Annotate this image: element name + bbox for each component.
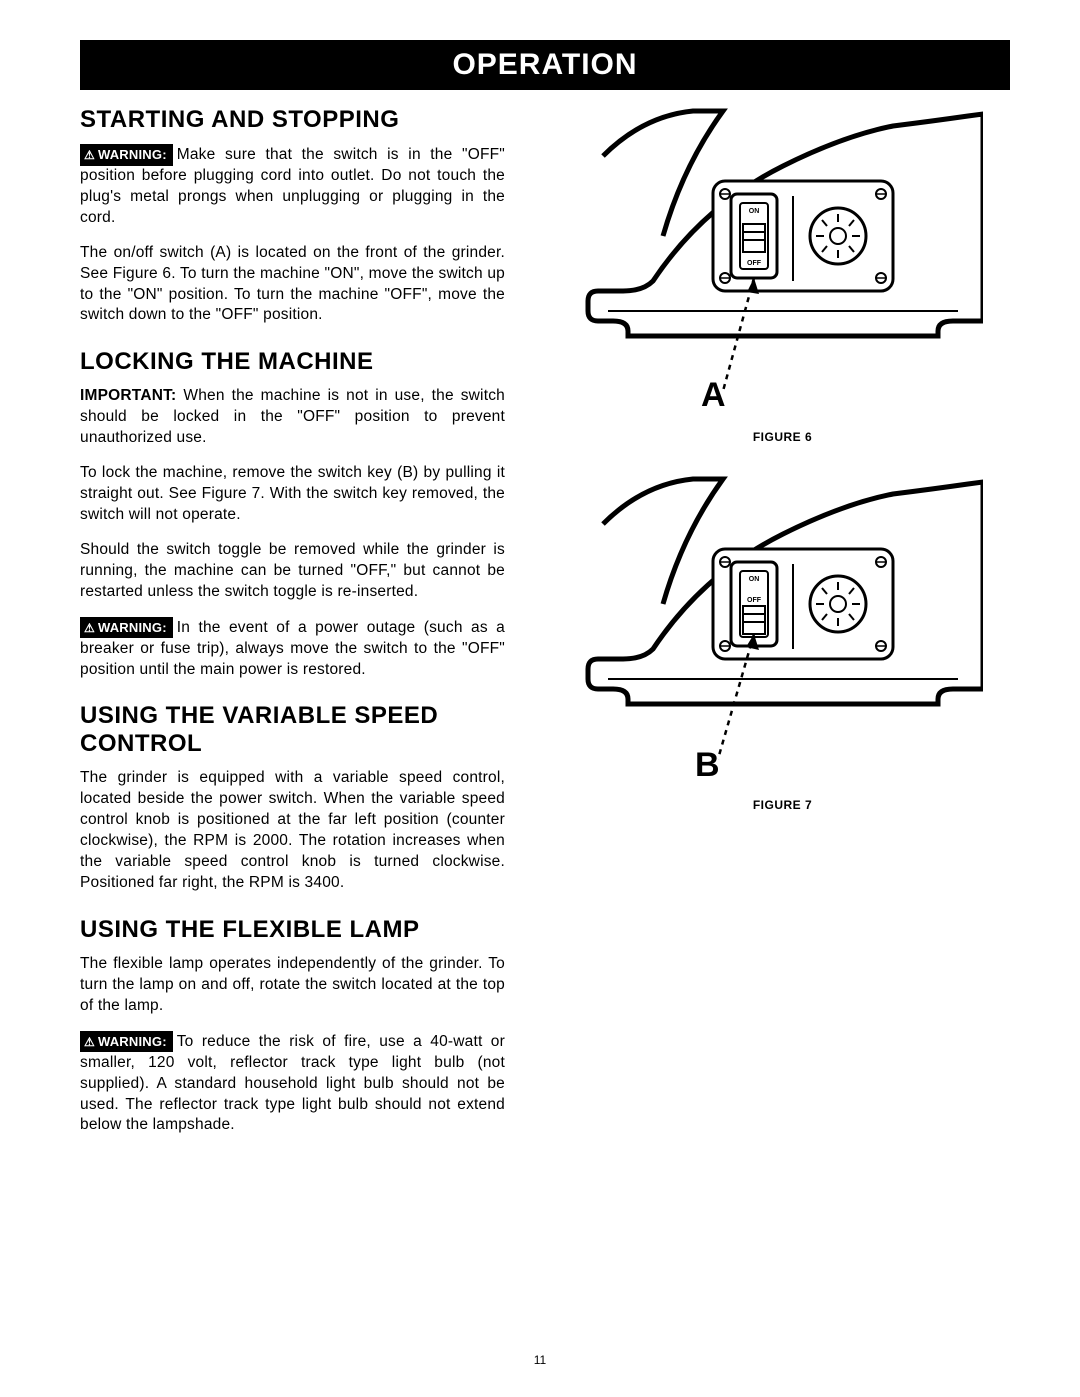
warning-icon: WARNING: [80, 1031, 173, 1053]
callout-b: B [695, 746, 720, 784]
svg-text:OFF: OFF [747, 597, 762, 604]
body-paragraph: The on/off switch (A) is located on the … [80, 243, 505, 327]
figure-column: ON OFF [555, 106, 1010, 1150]
warning-paragraph-2: WARNING:In the event of a power outage (… [80, 617, 505, 681]
important-paragraph: IMPORTANT: When the machine is not in us… [80, 386, 505, 449]
text-column: STARTING AND STOPPING WARNING:Make sure … [80, 106, 505, 1150]
warning-paragraph-1: WARNING:Make sure that the switch is in … [80, 144, 505, 229]
grinder-diagram-b: ON OFF [583, 474, 983, 794]
body-paragraph: Should the switch toggle be removed whil… [80, 540, 505, 603]
svg-text:OFF: OFF [747, 260, 762, 267]
section-title-speed: USING THE VARIABLE SPEED CONTROL [80, 702, 505, 758]
section-header: OPERATION [80, 40, 1010, 90]
figure-7-caption: FIGURE 7 [555, 798, 1010, 812]
page-number: 11 [534, 1353, 546, 1367]
figure-6: ON OFF [555, 106, 1010, 444]
section-title-lamp: USING THE FLEXIBLE LAMP [80, 916, 505, 944]
warning-paragraph-3: WARNING:To reduce the risk of fire, use … [80, 1031, 505, 1137]
section-title-starting: STARTING AND STOPPING [80, 106, 505, 134]
important-label: IMPORTANT: [80, 387, 176, 404]
warning-icon: WARNING: [80, 617, 173, 639]
two-column-layout: STARTING AND STOPPING WARNING:Make sure … [80, 106, 1010, 1150]
warning-icon: WARNING: [80, 144, 173, 166]
svg-text:ON: ON [748, 208, 759, 215]
figure-7: ON OFF [555, 474, 1010, 812]
body-paragraph: The grinder is equipped with a variable … [80, 768, 505, 894]
grinder-diagram-a: ON OFF [583, 106, 983, 426]
body-paragraph: The flexible lamp operates independently… [80, 954, 505, 1017]
section-title-locking: LOCKING THE MACHINE [80, 348, 505, 376]
body-paragraph: To lock the machine, remove the switch k… [80, 463, 505, 526]
svg-text:ON: ON [748, 576, 759, 583]
figure-6-caption: FIGURE 6 [555, 430, 1010, 444]
callout-a: A [701, 376, 726, 414]
